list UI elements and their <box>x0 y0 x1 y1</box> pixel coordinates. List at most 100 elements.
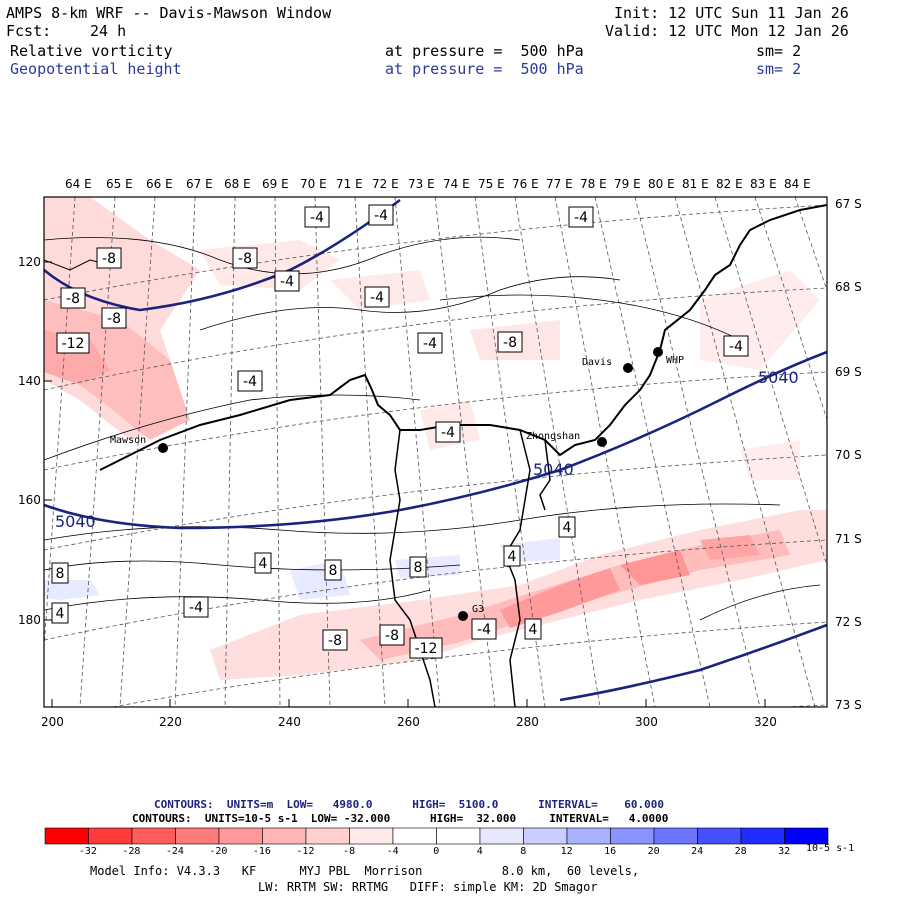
lon-label: 81 E <box>682 177 709 191</box>
vorticity-label-box <box>237 370 263 392</box>
field1-sm: sm= 2 <box>756 42 802 60</box>
lon-label: 64 E <box>65 177 92 191</box>
colorbar-tick-label: 20 <box>647 846 660 857</box>
colorbar-tick-label: -24 <box>165 846 184 857</box>
vorticity-label: 8 <box>329 563 338 579</box>
colorbar-tick-label: -20 <box>209 846 228 857</box>
vorticity-label-box <box>558 516 576 538</box>
height-label: 5040 <box>758 368 799 387</box>
vorticity-label-box <box>322 629 348 651</box>
lon-label: 65 E <box>106 177 133 191</box>
vorticity-label: 4 <box>508 549 517 565</box>
vorticity-label-box <box>274 270 300 292</box>
vorticity-label-box <box>471 618 497 640</box>
station-marker-zhongshan <box>597 437 607 447</box>
map-plot-area <box>44 197 827 707</box>
axis-ticks <box>44 261 766 707</box>
lat-label: 71 S <box>835 532 862 546</box>
station-marker-g3 <box>458 611 468 621</box>
vorticity-label: -12 <box>415 641 438 657</box>
vorticity-label-box <box>183 596 209 618</box>
lat-label: 70 S <box>835 448 862 462</box>
vorticity-label: -4 <box>370 290 384 306</box>
colorbar-swatch <box>523 827 568 845</box>
vorticity-label-box <box>101 307 127 329</box>
colorbar-swatch <box>349 827 394 845</box>
colorbar-tick-label: 28 <box>734 846 747 857</box>
height-label: 5040 <box>533 460 574 479</box>
colorbar-swatch <box>610 827 655 845</box>
colorbar-tick-label: 4 <box>476 846 483 857</box>
field2-pressure: at pressure = 500 hPa <box>385 60 584 78</box>
station-label-davis: Davis <box>582 357 612 368</box>
vorticity-label-box <box>379 624 405 646</box>
vorticity-label-box <box>497 331 523 353</box>
lon-label: 74 E <box>443 177 470 191</box>
lon-label: 75 E <box>478 177 505 191</box>
vorticity-label-box <box>324 559 342 581</box>
lon-label: 71 E <box>336 177 363 191</box>
colorbar <box>44 827 829 845</box>
stations: Mawson Davis WHP Zhongshan G3 <box>110 347 684 621</box>
vorticity-label-box <box>417 332 443 354</box>
lon-label: 78 E <box>580 177 607 191</box>
coastline <box>99 204 827 471</box>
vorticity-label: 4 <box>259 556 268 572</box>
vorticity-label: -4 <box>280 274 294 290</box>
vorticity-label: 8 <box>56 566 65 582</box>
forecast-label: Fcst: <box>6 22 52 40</box>
field1-pressure: at pressure = 500 hPa <box>385 42 584 60</box>
vorticity-contours <box>44 236 821 621</box>
colorbar-swatch <box>131 827 176 845</box>
vorticity-label: -8 <box>238 251 252 267</box>
vorticity-label-box <box>409 556 427 578</box>
init-time: Init: 12 UTC Sun 11 Jan 26 <box>614 4 849 22</box>
vorticity-labels: -4 -4 -4 -8 -8 -4 -8 -8 -4 -12 -4 -8 -4 -4 -4 4 8 4 8 8 4 4 -4… <box>51 204 749 659</box>
colorbar-tick-label: -16 <box>252 846 271 857</box>
vorticity-label-box <box>304 206 330 228</box>
field1-name: Relative vorticity <box>10 42 173 60</box>
colorbar-tick-label: 16 <box>604 846 617 857</box>
vorticity-label: -4 <box>310 210 324 226</box>
vorticity-label: -12 <box>62 336 85 352</box>
colorbar-tick-label: -32 <box>78 846 97 857</box>
lon-label: 73 E <box>408 177 435 191</box>
lon-label: 66 E <box>146 177 173 191</box>
lon-label: 83 E <box>750 177 777 191</box>
vorticity-label: -4 <box>729 339 743 355</box>
colorbar-tick-label: 8 <box>520 846 527 857</box>
colorbar-swatch <box>88 827 133 845</box>
model-info: Model Info: V4.3.3 KF MYJ PBL Morrison 8… <box>90 864 640 878</box>
lat-label: 68 S <box>835 280 862 294</box>
lon-label: 68 E <box>224 177 251 191</box>
vorticity-label-box <box>435 421 461 443</box>
colorbar-swatch <box>218 827 263 845</box>
colorbar-tick-label: -28 <box>122 846 141 857</box>
vorticity-label: -8 <box>107 311 121 327</box>
lat-label: 73 S <box>835 698 862 712</box>
plot-frame <box>43 196 828 708</box>
model-physics: LW: RRTM SW: RRTMG DIFF: simple KM: 2D S… <box>258 880 598 894</box>
colorbar-swatch <box>566 827 611 845</box>
lon-label: 77 E <box>546 177 573 191</box>
station-label-whp: WHP <box>666 355 684 366</box>
vorticity-label: -8 <box>328 633 342 649</box>
grid-label-bottom: 280 <box>516 715 539 729</box>
field2-name: Geopotential height <box>10 60 182 78</box>
colorbar-swatch <box>740 827 785 845</box>
vorticity-label-box <box>56 332 90 354</box>
vorticity-label: 4 <box>56 606 65 622</box>
station-label-zhongshan: Zhongshan <box>526 431 580 442</box>
vorticity-label-box <box>232 247 258 269</box>
height-contours <box>44 198 827 702</box>
grid-label-left: 180 <box>18 613 41 627</box>
colorbar-tick-label: 32 <box>778 846 791 857</box>
grid-label-bottom: 200 <box>41 715 64 729</box>
vorticity-label: -8 <box>66 291 80 307</box>
station-label-g3: G3 <box>472 604 484 615</box>
lon-labels: 64 E 65 E 66 E 67 E 68 E 69 E 70 E 71 E … <box>65 177 811 191</box>
lon-label: 70 E <box>300 177 327 191</box>
colorbar-units: 10-5 s-1 <box>806 843 855 854</box>
vorticity-label-box <box>524 618 542 640</box>
colorbar-tick-label: 24 <box>691 846 704 857</box>
